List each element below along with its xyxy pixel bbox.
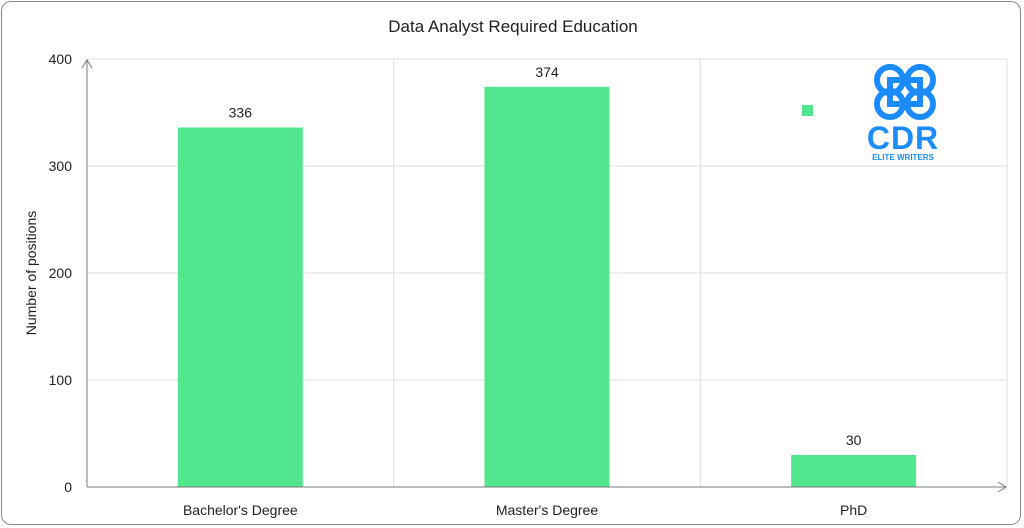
- logo-knot-icon: [874, 64, 936, 120]
- x-tick-label: Bachelor's Degree: [183, 502, 298, 518]
- y-tick-label: 400: [49, 51, 73, 67]
- x-tick-labels: Bachelor's Degree Master's Degree PhD: [183, 502, 867, 518]
- cdr-logo: CDR ELITE WRITERS: [867, 64, 939, 162]
- y-axis-arrow: [81, 59, 93, 69]
- y-tick-label: 100: [49, 372, 73, 388]
- y-tick-labels: 0 100 200 300 400: [49, 51, 73, 495]
- data-label: 30: [846, 432, 862, 448]
- x-axis-arrow: [997, 481, 1007, 493]
- x-tick-label: PhD: [840, 502, 867, 518]
- bars: [177, 86, 917, 487]
- bar: [791, 454, 917, 487]
- logo-subtext: ELITE WRITERS: [872, 153, 934, 162]
- bar: [177, 127, 303, 487]
- y-tick-label: 300: [49, 158, 73, 174]
- bar: [484, 86, 610, 487]
- y-tick-label: 200: [49, 265, 73, 281]
- data-label: 374: [535, 64, 559, 80]
- y-axis-label: Number of positions: [23, 211, 39, 336]
- data-labels: 336 374 30: [229, 64, 862, 448]
- logo-text: CDR: [867, 120, 939, 156]
- axes: [81, 59, 1007, 493]
- x-tick-label: Master's Degree: [496, 502, 598, 518]
- legend-swatch: [802, 105, 813, 116]
- chart-title: Data Analyst Required Education: [388, 17, 638, 36]
- data-label: 336: [229, 104, 253, 120]
- y-tick-label: 0: [64, 479, 72, 495]
